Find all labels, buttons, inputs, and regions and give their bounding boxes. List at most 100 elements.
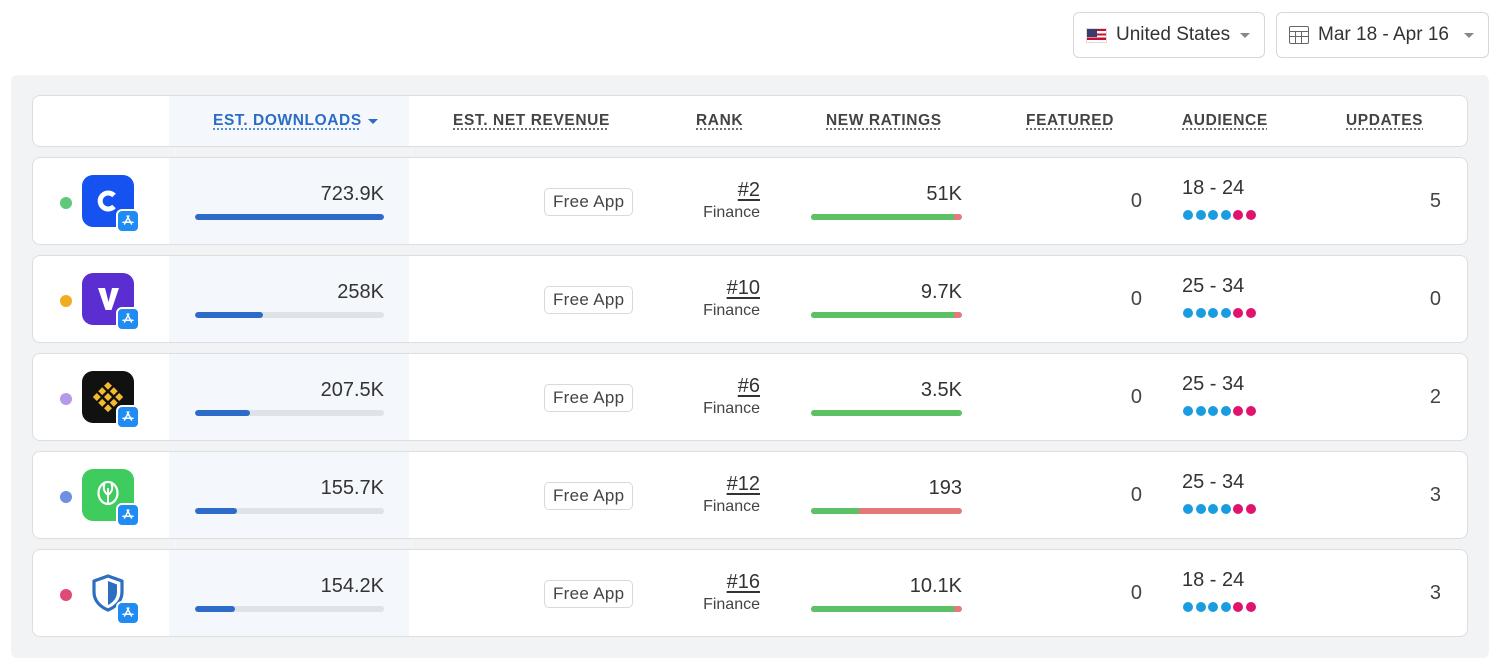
audience-dot [1233, 308, 1243, 318]
audience-dots [1183, 602, 1256, 612]
ratings-bar-positive [811, 214, 955, 220]
series-color-dot [60, 295, 72, 307]
audience-dots [1183, 210, 1256, 220]
downloads-bar [195, 312, 384, 318]
downloads-bar [195, 606, 384, 612]
rank-link[interactable]: #16 [726, 571, 760, 593]
rank-category: Finance [703, 400, 760, 417]
ratings-bar [811, 312, 962, 318]
audience-age-range: 25 - 34 [1182, 373, 1245, 395]
rank-link[interactable]: #12 [726, 473, 760, 495]
filter-bar: United States Mar 18 - Apr 16 [1073, 12, 1489, 58]
table-header: EST. DOWNLOADS EST. NET REVENUE RANK NEW… [32, 95, 1468, 147]
calendar-icon [1289, 26, 1309, 44]
table-row[interactable]: 207.5K Free App #6 Finance 3.5K 0 25 - 34 2 [32, 353, 1468, 441]
audience-dot [1183, 308, 1193, 318]
revenue-badge: Free App [544, 580, 634, 608]
column-header-audience[interactable]: AUDIENCE [1182, 112, 1268, 129]
audience-dot [1208, 406, 1218, 416]
date-range-dropdown[interactable]: Mar 18 - Apr 16 [1276, 12, 1489, 58]
audience-dot [1220, 210, 1231, 220]
audience-dot [1245, 308, 1256, 318]
ratings-bar-positive [811, 312, 955, 318]
revenue-badge: Free App [544, 482, 634, 510]
audience-dot [1208, 308, 1218, 318]
new-ratings-value: 10.1K [909, 575, 962, 597]
audience-dots [1183, 504, 1256, 514]
rank-category: Finance [703, 596, 760, 613]
column-header-revenue[interactable]: EST. NET REVENUE [453, 112, 610, 129]
audience-dot [1220, 406, 1231, 416]
audience-dot [1183, 602, 1193, 612]
new-ratings-value: 9.7K [920, 281, 962, 303]
country-label: United States [1116, 24, 1231, 45]
downloads-value: 723.9K [320, 183, 384, 205]
column-header-updates[interactable]: UPDATES [1346, 112, 1424, 129]
column-header-ratings[interactable]: NEW RATINGS [826, 112, 942, 129]
app-store-icon [116, 405, 140, 429]
table-row[interactable]: 155.7K Free App #12 Finance 193 0 25 - 34 3 [32, 451, 1468, 539]
downloads-value: 154.2K [320, 575, 384, 597]
series-color-dot [60, 589, 72, 601]
us-flag-icon [1086, 27, 1107, 43]
downloads-value: 258K [337, 281, 384, 303]
series-color-dot [60, 491, 72, 503]
revenue-badge: Free App [544, 286, 634, 314]
updates-value: 2 [1429, 386, 1441, 408]
series-color-dot [60, 393, 72, 405]
audience-age-range: 18 - 24 [1182, 569, 1245, 591]
app-store-icon [116, 307, 140, 331]
rank-link[interactable]: #10 [726, 277, 760, 299]
ratings-bar [811, 508, 962, 514]
audience-dot [1220, 308, 1231, 318]
featured-value: 0 [1130, 582, 1142, 604]
audience-dot [1195, 406, 1206, 416]
updates-value: 3 [1429, 484, 1441, 506]
app-store-icon [116, 503, 140, 527]
downloads-bar [195, 410, 384, 416]
audience-dot [1245, 602, 1256, 612]
ratings-bar [811, 410, 962, 416]
featured-value: 0 [1130, 288, 1142, 310]
audience-dot [1233, 602, 1243, 612]
audience-dot [1233, 504, 1243, 514]
ratings-bar [811, 606, 962, 612]
rank-link[interactable]: #6 [737, 375, 760, 397]
new-ratings-value: 193 [928, 477, 962, 499]
downloads-bar-fill [195, 410, 250, 416]
audience-dots [1183, 308, 1256, 318]
rank-category: Finance [703, 302, 760, 319]
audience-dot [1245, 504, 1256, 514]
ratings-bar-positive [811, 606, 955, 612]
featured-value: 0 [1130, 484, 1142, 506]
rank-category: Finance [703, 204, 760, 221]
country-dropdown[interactable]: United States [1073, 12, 1265, 58]
updates-value: 3 [1429, 582, 1441, 604]
downloads-bar [195, 508, 384, 514]
ratings-bar [811, 214, 962, 220]
new-ratings-value: 3.5K [920, 379, 962, 401]
table-row[interactable]: 154.2K Free App #16 Finance 10.1K 0 18 - 24 3 [32, 549, 1468, 637]
downloads-bar-fill [195, 214, 384, 220]
app-store-icon [116, 209, 140, 233]
audience-dot [1245, 406, 1256, 416]
column-header-featured[interactable]: FEATURED [1026, 112, 1115, 129]
audience-dot [1208, 504, 1218, 514]
column-header-rank[interactable]: RANK [696, 112, 744, 129]
audience-dot [1208, 210, 1218, 220]
table-row[interactable]: 723.9K Free App #2 Finance 51K 0 18 - 24 5 [32, 157, 1468, 245]
audience-dot [1183, 504, 1193, 514]
downloads-value: 155.7K [320, 477, 384, 499]
column-header-downloads[interactable]: EST. DOWNLOADS [213, 96, 378, 146]
app-store-icon [116, 601, 140, 625]
rank-category: Finance [703, 498, 760, 515]
revenue-badge: Free App [544, 384, 634, 412]
audience-age-range: 18 - 24 [1182, 177, 1245, 199]
shield-icon[interactable] [82, 567, 134, 619]
audience-age-range: 25 - 34 [1182, 275, 1245, 297]
featured-value: 0 [1130, 190, 1142, 212]
audience-dot [1183, 210, 1193, 220]
series-color-dot [60, 197, 72, 209]
table-row[interactable]: 258K Free App #10 Finance 9.7K 0 25 - 34 0 [32, 255, 1468, 343]
rank-link[interactable]: #2 [737, 179, 760, 201]
